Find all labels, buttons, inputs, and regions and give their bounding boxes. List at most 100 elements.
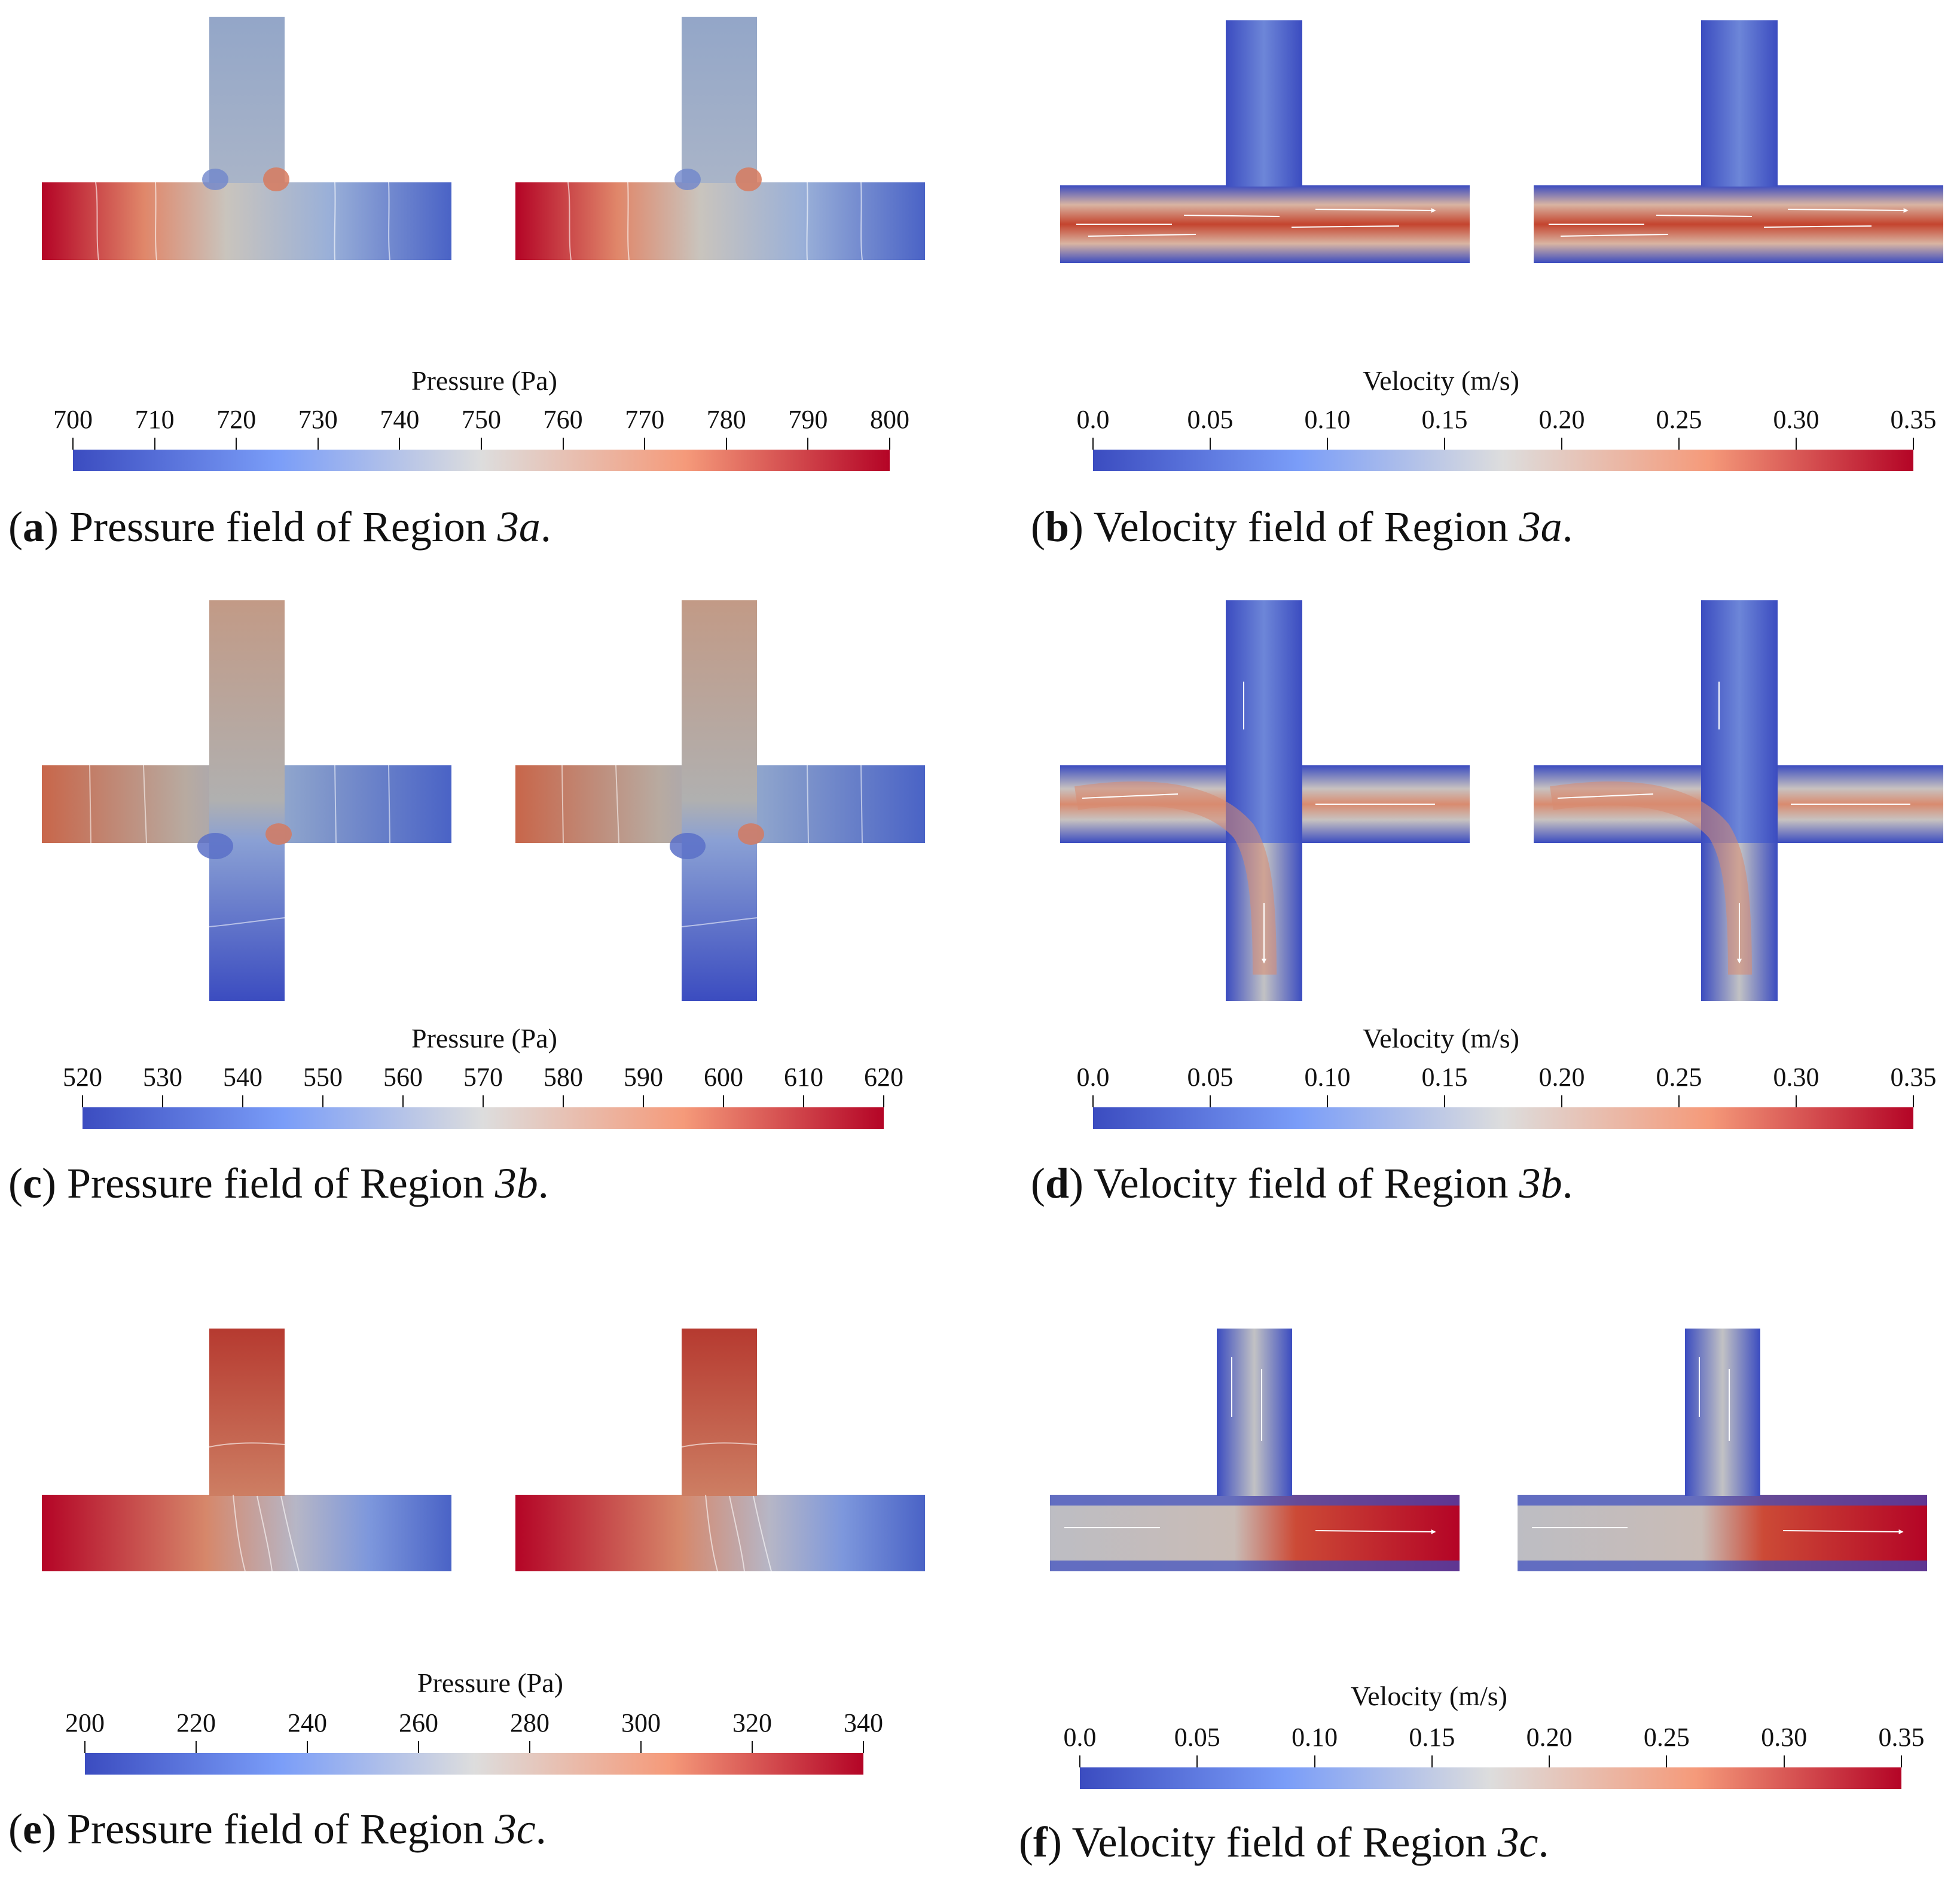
colorbar-tick xyxy=(807,438,809,450)
colorbar-tick-label: 720 xyxy=(216,405,257,434)
colorbar-tick-label: 760 xyxy=(543,405,583,434)
colorbar-tick-label: 0.05 xyxy=(1187,405,1234,434)
sim-right xyxy=(515,1329,925,1572)
colorbar-tick-label: 0.05 xyxy=(1187,1062,1234,1092)
colorbar-tick xyxy=(1678,1095,1680,1107)
colorbar-tick-label: 340 xyxy=(844,1708,883,1738)
colorbar-tick-label: 0.20 xyxy=(1526,1723,1573,1752)
colorbar-tick xyxy=(402,1095,404,1107)
colorbar-tick-label: 790 xyxy=(788,405,828,434)
colorbar-tick-label: 0.20 xyxy=(1538,405,1585,434)
colorbar-tick-label: 770 xyxy=(625,405,665,434)
colorbar-tick xyxy=(752,1741,753,1753)
colorbar-tick xyxy=(72,438,74,450)
colorbar-tick-label: 560 xyxy=(383,1062,423,1092)
colorbar-tick-label: 0.30 xyxy=(1773,405,1819,434)
colorbar: 0.0 0.05 0.10 0.15 0.20 0.25 0.30 0.35 xyxy=(1077,1062,1937,1129)
colorbar-tick-label: 0.30 xyxy=(1773,1062,1819,1092)
colorbar-tick xyxy=(242,1095,243,1107)
colorbar-tick xyxy=(1210,438,1211,450)
colorbar-tick xyxy=(236,438,237,450)
colorbar-tick-label: 0.25 xyxy=(1656,405,1702,434)
colorbar-tick-label: 320 xyxy=(732,1708,772,1738)
colorbar-tick-label: 0.25 xyxy=(1643,1723,1690,1752)
colorbar-tick xyxy=(1210,1095,1211,1107)
colorbar-tick xyxy=(483,1095,484,1107)
colorbar-tick xyxy=(1196,1755,1198,1767)
pressure-plot-region-3b xyxy=(42,600,925,1001)
colorbar-tick xyxy=(1783,1755,1785,1767)
colorbar-tick xyxy=(640,1741,642,1753)
colorbar-tick-label: 0.35 xyxy=(1878,1723,1925,1752)
pressure-plot-region-3a xyxy=(42,17,925,261)
colorbar-tick-label: 0.30 xyxy=(1761,1723,1808,1752)
colorbar-tick-label: 580 xyxy=(544,1062,583,1092)
colorbar-tick xyxy=(1678,438,1680,450)
colorbar-tick-label: 0.15 xyxy=(1421,1062,1468,1092)
colorbar-tick-label: 600 xyxy=(704,1062,743,1092)
colorbar-tick xyxy=(418,1741,419,1753)
caption-e: (e) Pressure field of Region 3c. xyxy=(8,1805,547,1853)
sim-left xyxy=(42,1329,451,1572)
colorbar-tick xyxy=(1314,1755,1315,1767)
colorbar-tick-label: 0.35 xyxy=(1890,1062,1937,1092)
colorbar-tick-label: 610 xyxy=(784,1062,823,1092)
colorbar-tick-label: 0.0 xyxy=(1076,1062,1110,1092)
colorbar-tick-label: 220 xyxy=(176,1708,216,1738)
sim-left xyxy=(1050,1329,1460,1571)
velocity-plot-region-3c xyxy=(1050,1329,1927,1571)
colorbar-tick-label: 530 xyxy=(143,1062,182,1092)
sim-left xyxy=(42,17,451,261)
sim-right xyxy=(1534,600,1943,1001)
colorbar-tick-label: 540 xyxy=(223,1062,262,1092)
colorbar-tick xyxy=(644,438,646,450)
colorbar-tick-label: 620 xyxy=(864,1062,903,1092)
colorbar-tick xyxy=(1431,1755,1433,1767)
colorbar-tick-label: 0.0 xyxy=(1063,1723,1097,1752)
colorbar-tick-label: 0.10 xyxy=(1304,405,1351,434)
colorbar-tick-label: 0.15 xyxy=(1421,405,1468,434)
colorbar-tick xyxy=(162,1095,163,1107)
colorbar-tick-label: 0.05 xyxy=(1174,1723,1220,1752)
sim-right xyxy=(1534,20,1943,263)
panel-a: Pressure (Pa) 700 710 720 730 740 750 760 770 78… xyxy=(0,0,969,574)
colorbar-tick xyxy=(154,438,155,450)
colorbar-tick xyxy=(562,438,564,450)
colorbar-tick xyxy=(196,1741,197,1753)
colorbar-tick xyxy=(1092,438,1094,450)
colorbar-tick xyxy=(1549,1755,1550,1767)
colorbar-tick-label: 0.35 xyxy=(1890,405,1937,434)
colorbar-tick xyxy=(322,1095,323,1107)
colorbar: 0.0 0.05 0.10 0.15 0.20 0.25 0.30 0.35 xyxy=(1064,1723,1925,1789)
colorbar-tick-label: 780 xyxy=(706,405,746,434)
colorbar-tick xyxy=(803,1095,804,1107)
colorbar-tick-label: 300 xyxy=(621,1708,661,1738)
colorbar-tick-label: 280 xyxy=(510,1708,549,1738)
velocity-plot-region-3b xyxy=(1060,600,1943,1001)
colorbar-title: Pressure (Pa) xyxy=(417,1668,563,1698)
colorbar-tick xyxy=(725,438,727,450)
colorbar-tick xyxy=(84,1741,86,1753)
colorbar-tick xyxy=(643,1095,644,1107)
caption-f: (f) Velocity field of Region 3c. xyxy=(1019,1818,1549,1866)
colorbar-tick xyxy=(723,1095,724,1107)
colorbar-tick-label: 730 xyxy=(298,405,338,434)
sim-right xyxy=(515,17,925,261)
colorbar-tick xyxy=(863,1741,864,1753)
colorbar: 520 530 540 550 560 570 580 590 600 610 620 xyxy=(63,1062,903,1129)
colorbar-tick xyxy=(307,1741,308,1753)
colorbar-tick xyxy=(317,438,319,450)
colorbar-tick xyxy=(1444,438,1445,450)
colorbar-tick-label: 740 xyxy=(380,405,420,434)
colorbar-tick xyxy=(1796,438,1797,450)
sim-right xyxy=(1518,1329,1927,1571)
colorbar-title: Pressure (Pa) xyxy=(411,365,557,396)
colorbar: 700 710 720 730 740 750 760 770 780 790 800 xyxy=(53,405,909,471)
colorbar: 0.0 0.05 0.10 0.15 0.20 0.25 0.30 0.35 xyxy=(1077,405,1937,471)
colorbar-tick xyxy=(1561,1095,1562,1107)
colorbar-tick xyxy=(399,438,401,450)
colorbar-tick xyxy=(1561,438,1562,450)
colorbar-tick-label: 550 xyxy=(303,1062,343,1092)
colorbar-tick-label: 0.10 xyxy=(1292,1723,1338,1752)
colorbar-tick-label: 0.15 xyxy=(1409,1723,1455,1752)
